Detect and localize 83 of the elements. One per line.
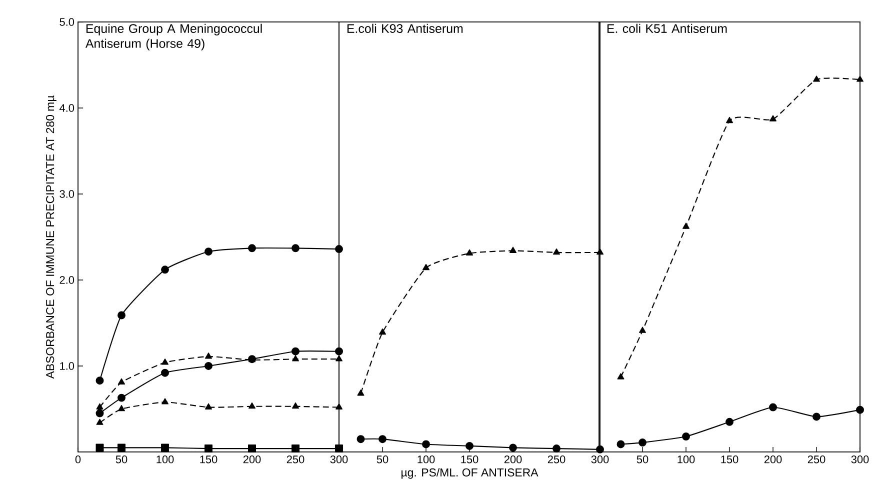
- point: [422, 264, 430, 270]
- point: [726, 418, 734, 426]
- point: [205, 352, 212, 359]
- point: [638, 438, 646, 447]
- point: [639, 326, 646, 333]
- point: [248, 402, 256, 409]
- point: [770, 115, 777, 122]
- point: [726, 116, 734, 124]
- point: [292, 355, 300, 362]
- point: [378, 435, 386, 444]
- x-tick-label: 0: [75, 456, 81, 464]
- point: [813, 76, 820, 82]
- point: [248, 244, 256, 252]
- point: [422, 440, 430, 448]
- point: [292, 347, 300, 356]
- point: [466, 249, 474, 256]
- point: [205, 403, 212, 410]
- point: [856, 406, 864, 414]
- chart-title: E. coli K51 Antiserum: [607, 24, 727, 33]
- point: [118, 405, 126, 412]
- x-tick-label: 50: [376, 456, 388, 464]
- x-tick-label: 50: [116, 456, 128, 464]
- point: [96, 418, 104, 425]
- x-tick-label: 200: [504, 456, 522, 464]
- point: [204, 248, 212, 256]
- point: [118, 311, 126, 320]
- point: [292, 402, 300, 409]
- x-tick-label: 100: [678, 456, 695, 464]
- y-tick-label: 5.0: [60, 18, 74, 26]
- x-axis-title: µg. PS/ML. OF ANTISERA: [402, 468, 538, 479]
- x-tick-label: 250: [286, 456, 304, 464]
- chart-title: E.coli K93 Antiserum: [347, 24, 463, 33]
- point: [161, 444, 169, 452]
- point: [118, 394, 126, 402]
- point: [161, 368, 169, 377]
- point: [616, 440, 625, 448]
- point: [356, 435, 365, 444]
- point: [682, 432, 690, 440]
- point: [510, 246, 517, 253]
- point: [856, 76, 864, 82]
- y-axis-title: ABSORBANCE OF IMMUNE PRECIPITATE AT 280 mµ: [46, 95, 56, 379]
- point: [769, 403, 777, 412]
- point: [204, 444, 212, 453]
- x-tick-label: 100: [156, 456, 174, 464]
- point: [379, 328, 386, 335]
- y-tick-label: 2.0: [60, 276, 74, 284]
- point: [96, 444, 104, 452]
- x-tick-label: 150: [200, 456, 218, 464]
- point: [292, 244, 300, 252]
- point: [617, 373, 624, 380]
- point: [682, 222, 690, 229]
- text: Equine Group A Meningococcul Antiserum (Horse 49): [85, 24, 262, 50]
- x-tick-label: 150: [721, 456, 738, 464]
- x-tick-label: 300: [591, 456, 609, 464]
- x-tick-label: 200: [764, 456, 782, 464]
- point: [162, 398, 169, 404]
- y-tick-label: 4.0: [60, 104, 74, 112]
- point: [161, 266, 169, 274]
- point: [96, 403, 104, 410]
- x-tick-label: 50: [636, 456, 648, 464]
- x-tick-label: 300: [330, 456, 348, 464]
- y-tick-label: 3.0: [60, 190, 74, 198]
- point: [292, 444, 300, 453]
- point: [466, 442, 474, 450]
- point: [96, 409, 104, 418]
- point: [162, 358, 169, 365]
- x-tick-label: 300: [851, 456, 869, 464]
- x-tick-label: 150: [461, 456, 478, 464]
- x-tick-label: 250: [548, 456, 566, 464]
- x-tick-label: 250: [808, 456, 826, 464]
- y-tick-label: 1.0: [60, 362, 74, 370]
- point: [357, 390, 364, 396]
- point: [509, 444, 517, 452]
- point: [118, 378, 126, 385]
- point: [204, 362, 212, 370]
- point: [812, 412, 820, 421]
- point: [552, 444, 560, 453]
- point: [118, 444, 126, 452]
- x-tick-label: 200: [243, 456, 261, 464]
- point: [553, 248, 560, 255]
- point: [248, 444, 256, 453]
- point: [96, 376, 104, 385]
- x-tick-label: 100: [418, 456, 435, 464]
